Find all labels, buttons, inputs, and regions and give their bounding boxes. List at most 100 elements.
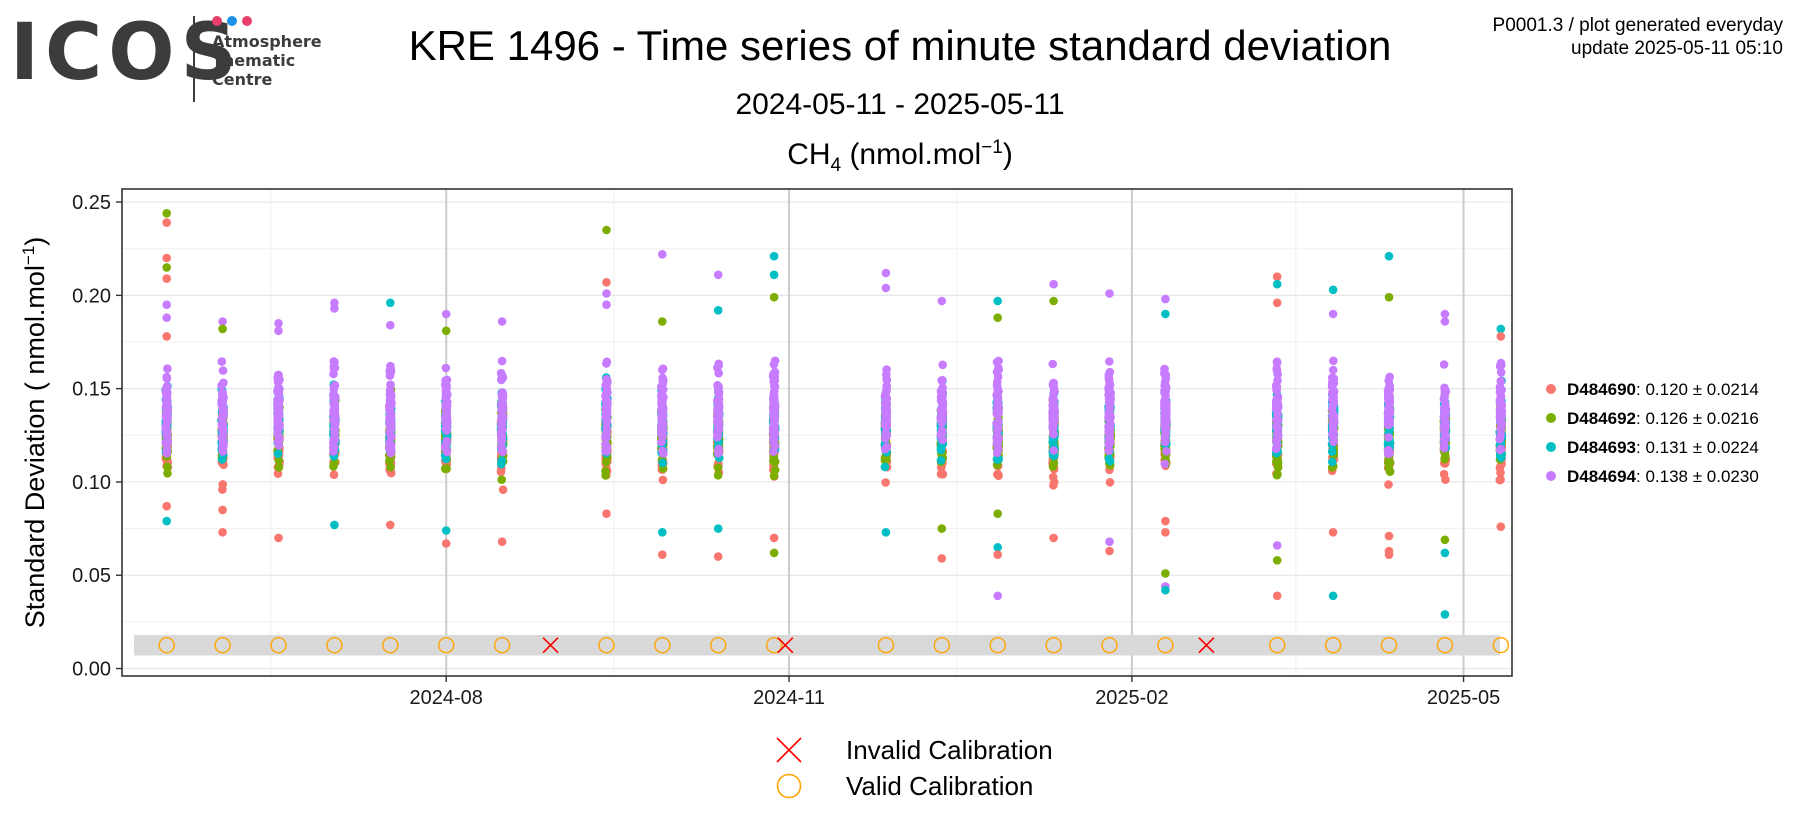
invalid-calibration-legend-label: Invalid Calibration	[846, 735, 1053, 765]
point-D484692	[162, 263, 171, 272]
point-D484694	[1048, 402, 1058, 411]
legend-key-D484693	[1546, 442, 1556, 452]
point-D484694	[386, 432, 396, 441]
point-D484694	[442, 418, 452, 427]
gas-unit-close: )	[1002, 138, 1013, 171]
plot-update-time: update 2025-05-11 05:10	[1571, 38, 1783, 59]
point-D484692	[162, 209, 171, 218]
point-D484694	[1105, 537, 1114, 546]
point-D484694	[714, 382, 723, 392]
point-D484692	[769, 292, 779, 302]
point-D484694	[498, 405, 508, 414]
point-D484692	[1384, 464, 1394, 473]
point-D484693	[1104, 454, 1114, 464]
point-D484692	[937, 524, 947, 533]
point-D484694	[714, 359, 723, 369]
point-D484690	[1048, 472, 1058, 482]
point-D484690	[1496, 522, 1506, 531]
point-D484694	[1329, 428, 1338, 437]
point-D484694	[938, 383, 947, 393]
point-D484694	[1328, 309, 1338, 319]
point-D484694	[657, 415, 666, 425]
valid-calibration-marker	[493, 637, 511, 654]
legend-series-stats: : 0.138 ± 0.0230	[1636, 467, 1759, 486]
point-D484694	[1160, 420, 1169, 429]
point-D484694	[602, 357, 612, 367]
point-D484694	[329, 436, 339, 445]
valid-calibration-marker	[989, 637, 1006, 654]
point-D484694	[938, 435, 947, 445]
point-D484694	[1440, 309, 1450, 319]
point-D484692	[769, 471, 779, 481]
point-D484694	[881, 428, 891, 438]
gas-main: CH	[787, 138, 831, 171]
point-D484690	[881, 478, 890, 487]
point-D484694	[1495, 445, 1505, 455]
point-D484694	[1273, 425, 1282, 435]
point-D484694	[1272, 366, 1282, 376]
point-D484693	[1496, 453, 1506, 463]
point-D484693	[936, 456, 946, 465]
point-D484694	[602, 300, 611, 310]
point-D484690	[993, 550, 1002, 559]
y-axis-label-text: Standard Deviation ( nmol.mol	[20, 265, 50, 628]
point-D484694	[1272, 541, 1282, 550]
point-D484694	[769, 394, 778, 404]
valid-calibration-marker	[598, 637, 615, 654]
chart-title: KRE 1496 - Time series of minute standar…	[408, 22, 1392, 69]
point-D484690	[1161, 528, 1170, 537]
logo-subtitle-line-2: Thematic	[212, 51, 296, 70]
point-D484692	[713, 471, 723, 480]
point-D484693	[936, 443, 946, 453]
legend-series-id: D484694	[1567, 467, 1637, 486]
point-D484694	[1496, 387, 1505, 397]
x-tick-label: 2025-05	[1427, 687, 1500, 709]
legend-series-id: D484692	[1567, 409, 1636, 428]
point-D484693	[496, 459, 506, 469]
point-D484694	[1105, 357, 1114, 366]
point-D484694	[994, 365, 1003, 375]
point-D484694	[882, 407, 892, 416]
point-D484694	[1495, 405, 1505, 414]
legend-series-stats: : 0.120 ± 0.0214	[1636, 380, 1759, 399]
point-D484690	[769, 533, 779, 543]
point-D484692	[1161, 569, 1170, 578]
valid-calibration-marker	[270, 637, 287, 654]
point-D484692	[602, 225, 611, 235]
point-D484694	[497, 356, 507, 366]
point-D484692	[163, 469, 172, 478]
point-D484694	[1160, 378, 1170, 387]
point-D484694	[218, 366, 228, 375]
point-D484694	[385, 413, 394, 422]
point-D484694	[1049, 446, 1058, 455]
point-D484690	[1272, 272, 1282, 282]
point-D484692	[218, 324, 227, 334]
y-axis-label-exponent: −1	[19, 246, 38, 265]
point-D484694	[1162, 447, 1171, 456]
point-D484694	[162, 300, 171, 310]
point-D484694	[161, 423, 171, 433]
point-D484693	[769, 251, 779, 261]
gas-sub: 4	[830, 155, 842, 176]
point-D484694	[601, 404, 611, 413]
point-D484692	[713, 463, 723, 473]
point-D484694	[329, 369, 338, 379]
point-D484694	[602, 423, 611, 433]
point-D484693	[881, 528, 891, 537]
point-D484690	[1328, 528, 1338, 537]
point-D484690	[162, 218, 171, 227]
point-D484694	[1161, 437, 1170, 447]
point-D484690	[1384, 531, 1394, 541]
point-D484690	[1496, 332, 1506, 341]
point-D484690	[162, 274, 171, 283]
logo-dot-3	[242, 16, 252, 26]
point-D484694	[1161, 429, 1170, 439]
point-D484694	[1440, 415, 1450, 425]
point-D484694	[770, 411, 780, 421]
point-D484694	[768, 372, 778, 381]
point-D484694	[218, 438, 228, 448]
legend-label-D484690: D484690: 0.120 ± 0.0214	[1567, 380, 1759, 399]
invalid-calibration-stroke	[542, 637, 559, 654]
plot-border	[121, 188, 1513, 677]
y-axis-label: Standard Deviation ( nmol.mol−1)	[19, 237, 50, 629]
